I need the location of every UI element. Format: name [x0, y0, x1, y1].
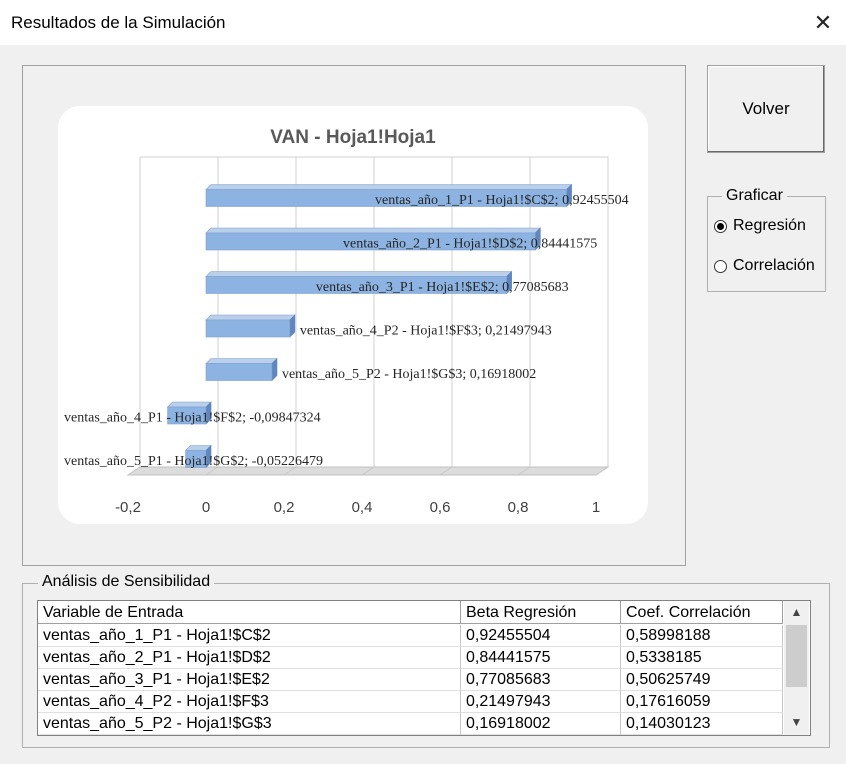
bar-top — [205, 314, 296, 321]
cell-variable: ventas_año_2_P1 - Hoja1!$D$2 — [38, 647, 461, 669]
radio-unchecked-icon[interactable] — [714, 259, 727, 273]
bar — [185, 450, 207, 468]
volver-button[interactable]: Volver — [707, 65, 825, 153]
cell-beta: 0,84441575 — [461, 647, 621, 669]
close-icon[interactable]: ✕ — [813, 9, 833, 35]
bar-top — [166, 401, 212, 408]
cell-correlacion: 0,50625749 — [621, 669, 783, 691]
cell-beta: 0,21497943 — [461, 691, 621, 713]
column-header-correlacion[interactable]: Coef. Correlación — [621, 601, 783, 624]
cell-beta: 0,77085683 — [461, 669, 621, 691]
x-tick-label: -0,2 — [115, 499, 141, 516]
gridline-floor — [439, 466, 453, 476]
cell-variable: ventas_año_3_P1 - Hoja1!$E$2 — [38, 669, 461, 691]
radio-correlacion[interactable]: Correlación — [714, 257, 815, 275]
cell-beta: 0,16918002 — [461, 713, 621, 735]
gridline-floor — [205, 466, 219, 476]
sensibilidad-legend: Análisis de Sensibilidad — [38, 573, 215, 591]
bar — [205, 189, 567, 207]
bar-top — [205, 227, 542, 234]
graficar-legend: Graficar — [722, 187, 787, 205]
data-label: ventas_año_4_P1 - Hoja1!$F$2; -0,0984732… — [64, 411, 321, 426]
gridline-floor — [517, 466, 531, 476]
cell-variable: ventas_año_1_P1 - Hoja1!$C$2 — [38, 625, 461, 647]
x-tick-label: 1 — [592, 499, 600, 516]
table-row[interactable]: ventas_año_4_P2 - Hoja1!$F$3 0,21497943 … — [38, 691, 783, 713]
bar — [205, 276, 507, 294]
scroll-thumb[interactable] — [786, 625, 807, 687]
radio-regresion-label: Regresión — [733, 217, 806, 234]
cell-variable: ventas_año_4_P2 - Hoja1!$F$3 — [38, 691, 461, 713]
table-row[interactable]: ventas_año_3_P1 - Hoja1!$E$2 0,77085683 … — [38, 669, 783, 691]
bar — [205, 319, 291, 338]
bar-top — [205, 271, 513, 277]
x-tick-label: 0,4 — [352, 499, 373, 516]
bar — [205, 232, 536, 251]
column-header-variable[interactable]: Variable de Entrada — [38, 601, 461, 624]
cell-correlacion: 0,14030123 — [621, 713, 783, 735]
table-row[interactable]: ventas_año_5_P2 - Hoja1!$G$3 0,16918002 … — [38, 713, 783, 735]
radio-checked-icon[interactable] — [714, 219, 727, 233]
radio-correlacion-label: Correlación — [733, 257, 815, 274]
bar-top — [205, 184, 573, 190]
table-header: Variable de Entrada Beta Regresión Coef.… — [38, 601, 783, 625]
window-title: Resultados de la Simulación — [11, 13, 226, 32]
data-label: ventas_año_5_P1 - Hoja1!$G$2; -0,0522647… — [64, 454, 323, 469]
cell-correlacion: 0,58998188 — [621, 625, 783, 647]
x-tick-label: 0,8 — [508, 499, 529, 516]
data-label: ventas_año_2_P1 - Hoja1!$D$2; 0,84441575 — [343, 237, 597, 252]
gridline-floor — [361, 466, 375, 476]
table-row[interactable]: ventas_año_2_P1 - Hoja1!$D$2 0,84441575 … — [38, 647, 783, 669]
gridline-floor — [595, 466, 609, 476]
cell-correlacion: 0,17616059 — [621, 691, 783, 713]
bar — [205, 363, 273, 381]
column-header-beta[interactable]: Beta Regresión — [461, 601, 621, 624]
cell-correlacion: 0,5338185 — [621, 647, 783, 669]
x-tick-label: 0 — [202, 499, 210, 516]
data-label: ventas_año_4_P2 - Hoja1!$F$3; 0,21497943 — [300, 324, 552, 339]
sensitivity-table[interactable]: Variable de Entrada Beta Regresión Coef.… — [37, 600, 811, 736]
gridline-floor — [127, 466, 141, 476]
scroll-down-icon[interactable]: ▼ — [790, 715, 803, 729]
sensibilidad-group — [22, 583, 830, 748]
bar — [167, 406, 207, 425]
data-label: ventas_año_1_P1 - Hoja1!$C$2; 0,92455504 — [375, 193, 629, 208]
vertical-scrollbar[interactable]: ▲ ▼ — [784, 601, 809, 735]
data-label: ventas_año_3_P1 - Hoja1!$E$2; 0,77085683 — [316, 280, 569, 295]
gridline-floor — [283, 466, 297, 476]
table-row[interactable]: ventas_año_1_P1 - Hoja1!$C$2 0,92455504 … — [38, 625, 783, 647]
scroll-up-icon[interactable]: ▲ — [790, 605, 803, 619]
data-label: ventas_año_5_P2 - Hoja1!$G$3; 0,16918002 — [282, 367, 536, 382]
chart-title: VAN - Hoja1!Hoja1 — [270, 127, 436, 148]
radio-regresion[interactable]: Regresión — [714, 217, 806, 235]
x-tick-label: 0,2 — [274, 499, 295, 516]
cell-variable: ventas_año_5_P2 - Hoja1!$G$3 — [38, 713, 461, 735]
bar-top — [205, 358, 278, 364]
x-tick-label: 0,6 — [430, 499, 451, 516]
graficar-group — [707, 196, 826, 292]
cell-beta: 0,92455504 — [461, 625, 621, 647]
title-bar: Resultados de la Simulación ✕ — [0, 0, 846, 45]
